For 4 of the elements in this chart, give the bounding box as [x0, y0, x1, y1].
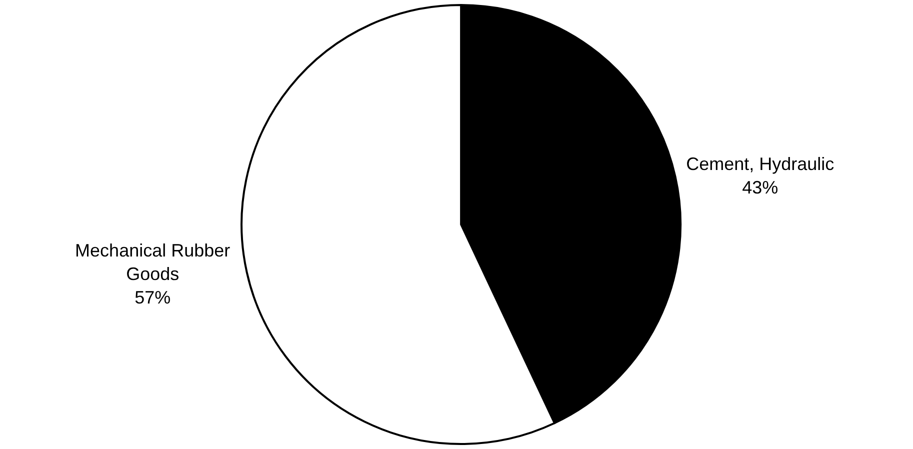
data-label: 43% [742, 177, 778, 198]
slice-label: Cement, Hydraulic [686, 154, 834, 174]
data-label: 57% [134, 287, 171, 308]
slice-label: Mechanical Rubber Goods [75, 240, 230, 284]
